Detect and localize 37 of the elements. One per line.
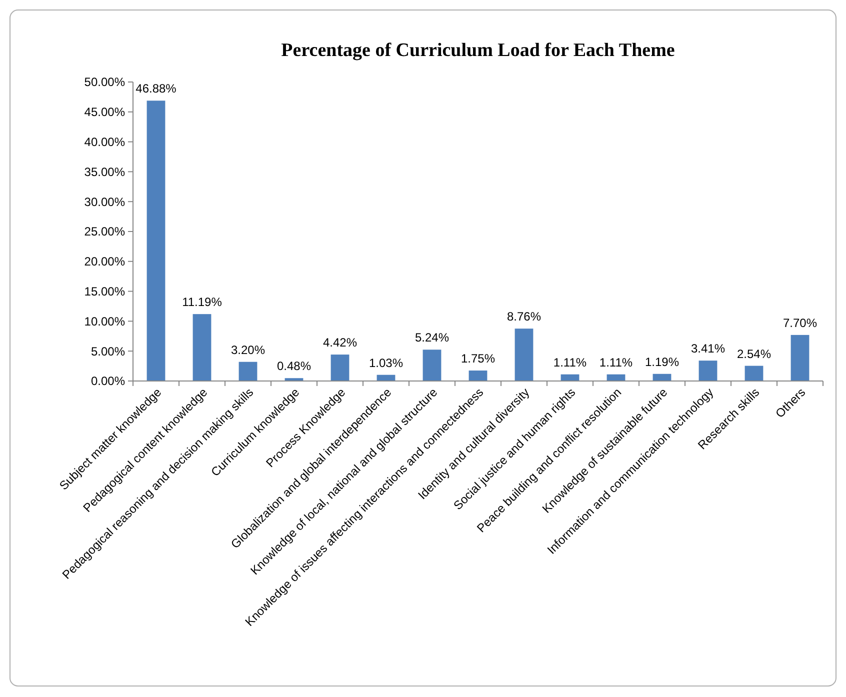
bar — [468, 370, 488, 381]
bar — [146, 100, 166, 381]
data-label: 1.11% — [553, 355, 587, 370]
chart-title: Percentage of Curriculum Load for Each Theme — [281, 40, 675, 61]
y-tick-label: 50.00% — [84, 75, 126, 90]
bar — [422, 350, 442, 381]
data-label: 11.19% — [182, 295, 222, 310]
data-label: 3.41% — [690, 342, 726, 356]
data-label: 3.20% — [230, 342, 266, 357]
bar — [238, 362, 258, 381]
y-tick-label: 40.00% — [84, 135, 126, 149]
y-tick-label: 10.00% — [84, 314, 126, 328]
data-label: 1.11% — [599, 355, 633, 370]
y-tick-label: 20.00% — [84, 254, 126, 269]
data-label: 1.19% — [644, 354, 680, 369]
bar — [698, 360, 718, 381]
bar — [192, 314, 212, 381]
data-label: 5.24% — [414, 330, 450, 345]
bar — [514, 328, 534, 381]
bar — [790, 334, 810, 381]
data-label: 1.03% — [368, 356, 404, 370]
y-tick-label: 5.00% — [90, 344, 126, 358]
data-label: 8.76% — [506, 310, 542, 324]
data-label: 1.75% — [460, 352, 496, 366]
y-tick-label: 25.00% — [84, 224, 126, 239]
data-label: 4.42% — [322, 336, 358, 350]
y-tick-label: 15.00% — [84, 284, 126, 298]
data-label: 46.88% — [136, 82, 177, 96]
y-tick-label: 45.00% — [84, 105, 126, 120]
data-label: 0.48% — [276, 359, 312, 374]
data-label: 7.70% — [782, 316, 818, 330]
bar — [330, 354, 350, 381]
bar — [744, 366, 764, 381]
y-tick-label: 30.00% — [84, 194, 126, 209]
data-label: 2.54% — [736, 346, 772, 361]
y-tick-label: 35.00% — [84, 164, 126, 179]
y-tick-label: 0.00% — [90, 374, 126, 388]
